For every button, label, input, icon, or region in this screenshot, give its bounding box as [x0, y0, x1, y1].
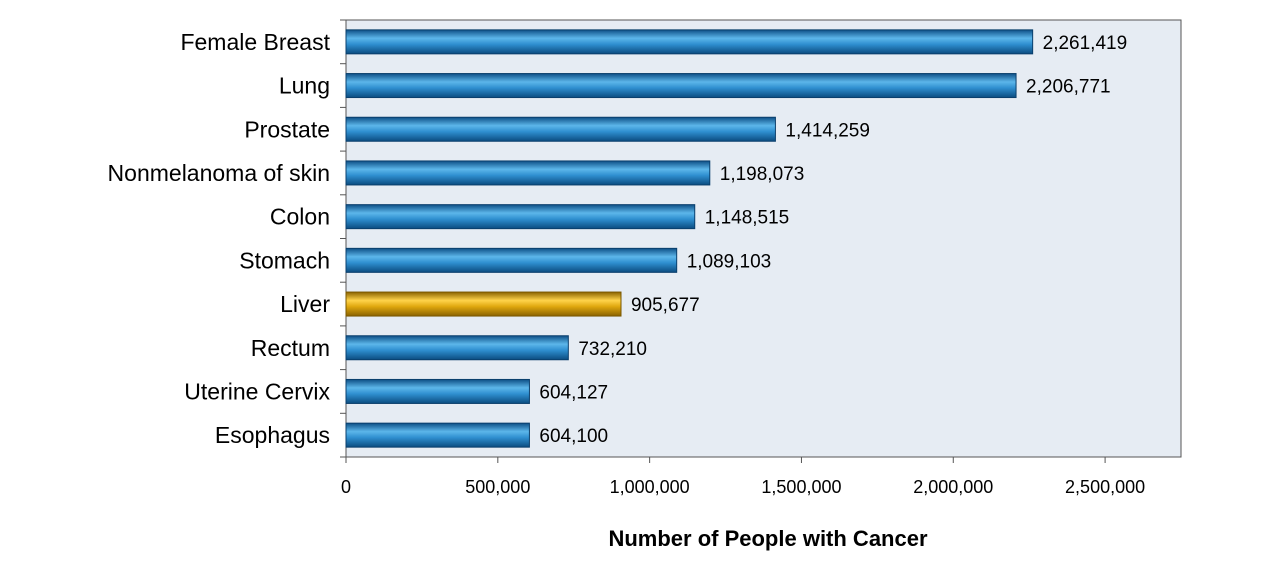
bar-colon [345, 204, 696, 230]
bar-lung [345, 73, 1017, 99]
data-label: 604,100 [539, 426, 608, 447]
x-tick-label: 2,000,000 [913, 477, 993, 497]
labels: Female Breast 2,261,419 Lung 2,206,771 Prost… [108, 19, 1145, 497]
x-tick-label: 500,000 [465, 477, 530, 497]
bar-stomach [345, 247, 678, 273]
bar-rectum [345, 335, 569, 361]
x-axis-title: Number of People with Cancer [608, 526, 927, 551]
x-tick-label: 0 [341, 477, 351, 497]
data-label: 732,210 [578, 339, 647, 360]
category-label: Lung [279, 73, 330, 99]
category-label: Uterine Cervix [184, 378, 330, 404]
category-label: Colon [270, 204, 330, 230]
bar-uterine-cervix [345, 378, 530, 404]
x-tick-label: 1,000,000 [610, 477, 690, 497]
category-label: Liver [280, 291, 330, 317]
category-label: Esophagus [215, 422, 330, 448]
data-label: 2,261,419 [1043, 33, 1128, 54]
bar-prostate [345, 116, 776, 142]
bar-nonmelanoma-of-skin [345, 160, 711, 186]
data-label: 2,206,771 [1026, 77, 1111, 98]
bars [345, 29, 1034, 448]
bar-female-breast [345, 29, 1034, 55]
data-label: 604,127 [539, 382, 608, 403]
category-label: Rectum [251, 335, 330, 361]
data-label: 1,148,515 [705, 208, 790, 229]
category-label: Female Breast [180, 29, 330, 55]
x-tick-label: 1,500,000 [761, 477, 841, 497]
x-tick-label: 2,500,000 [1065, 477, 1145, 497]
data-label: 1,414,259 [785, 120, 870, 141]
data-label: 905,677 [631, 295, 700, 316]
category-label: Prostate [244, 116, 330, 142]
category-label: Stomach [239, 247, 330, 273]
data-label: 1,198,073 [720, 164, 805, 185]
category-label: Nonmelanoma of skin [108, 160, 330, 186]
data-label: 1,089,103 [687, 251, 772, 272]
bar-esophagus [345, 422, 530, 448]
bar-liver [345, 291, 622, 317]
